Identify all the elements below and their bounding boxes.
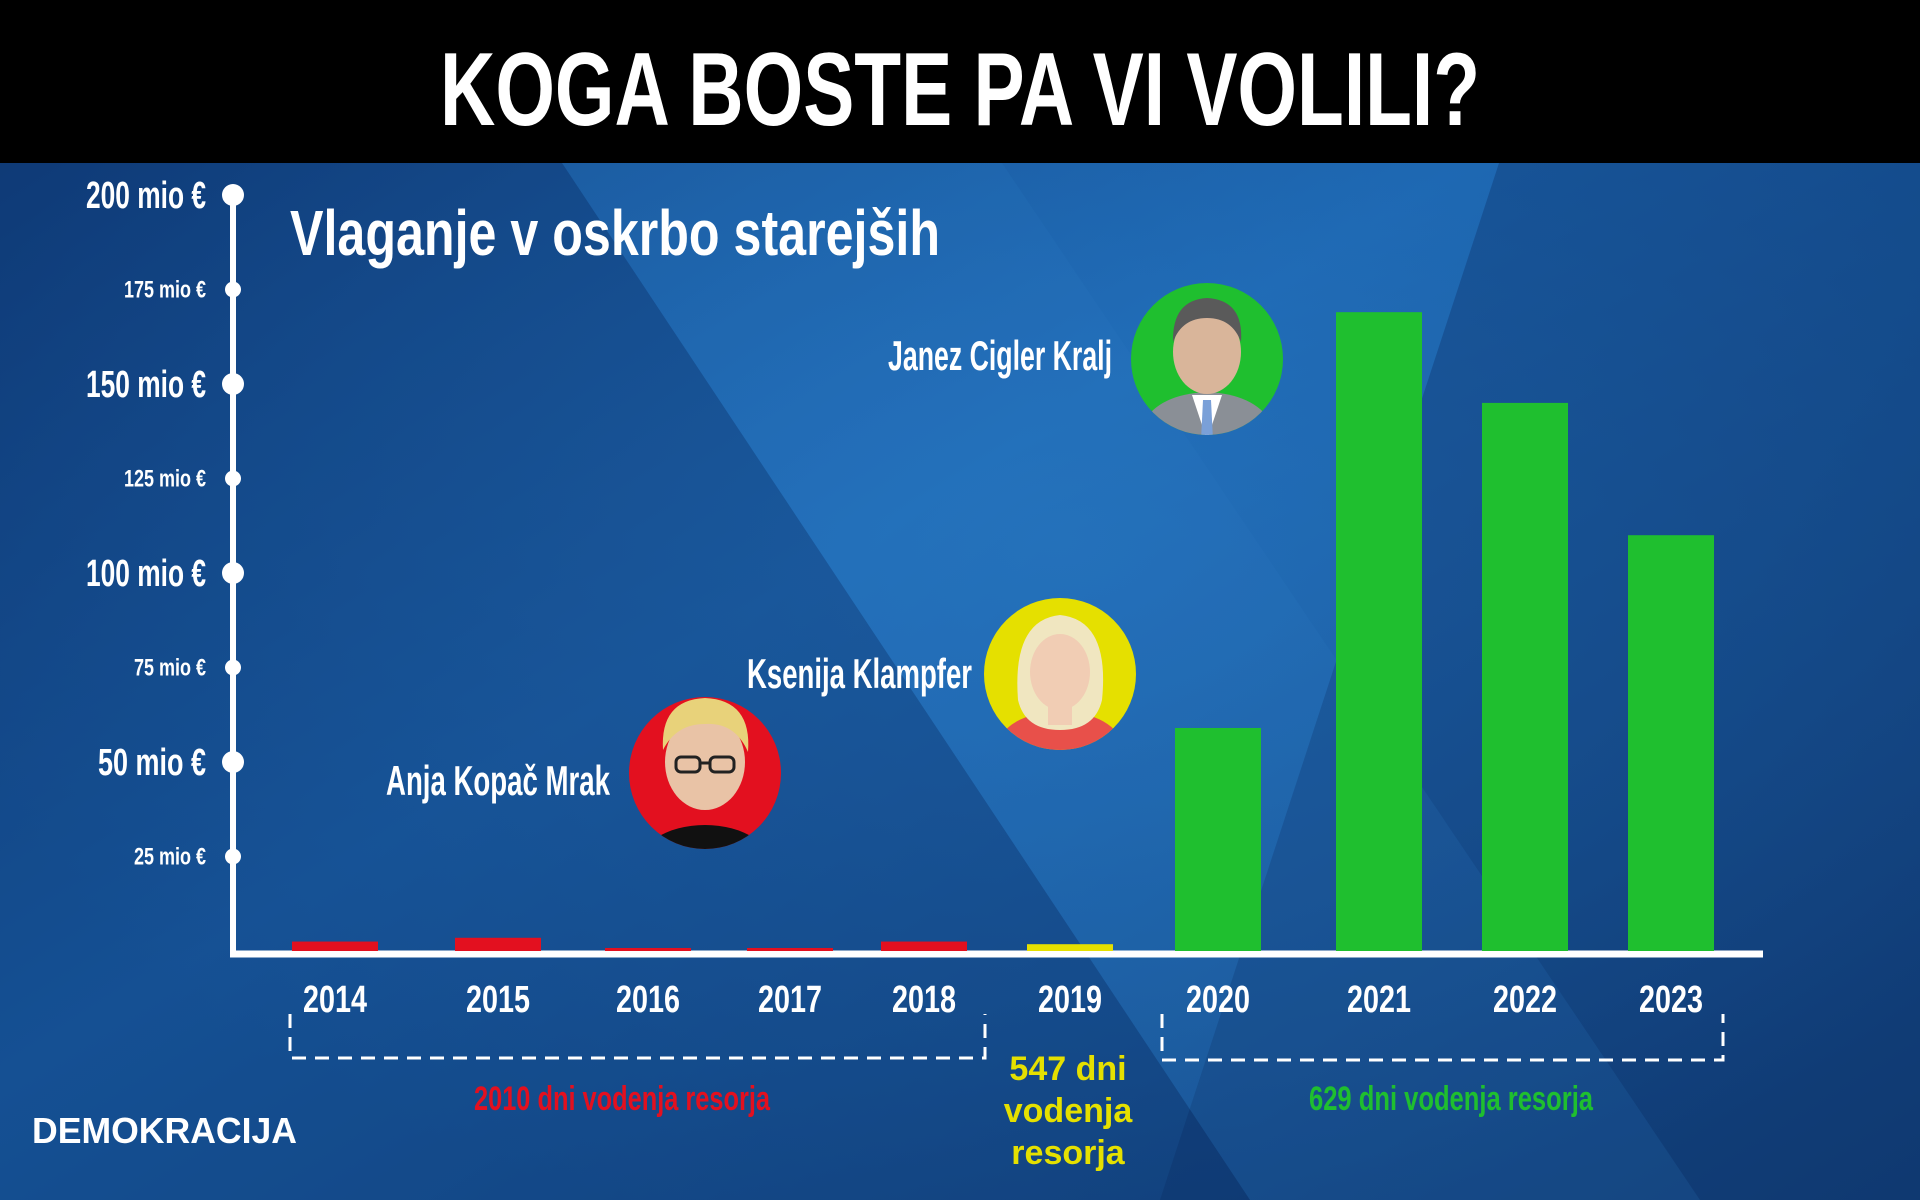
brand-logo: DEMOKRACIJA [32,1110,297,1151]
bar-2017 [747,947,833,951]
bar-2019 [1027,944,1113,951]
term-label-1: 2010 dni vodenja resorja [474,1080,771,1118]
bar-2016 [605,947,691,951]
background-stripe-left [0,160,1250,1200]
x-tick-label-2023: 2023 [1639,979,1703,1021]
y-tick-dot [222,751,244,773]
x-tick-label-2020: 2020 [1186,979,1250,1021]
y-tick-label: 125 mio € [124,466,206,493]
bar-2015 [455,937,541,951]
y-tick-dot [222,184,244,206]
x-tick-labels: 2014 2015 2016 2017 2018 2019 2020 2021 2022 2023 [303,979,1703,1021]
x-tick-label-2014: 2014 [303,979,367,1021]
term-label-2-line-3: resorja [1011,1134,1125,1172]
y-tick-dot [222,373,244,395]
x-tick-label-2021: 2021 [1347,979,1411,1021]
bar-2018 [881,941,967,951]
y-tick-dot [225,848,241,865]
term-label-2-line-2: vodenja [1004,1092,1134,1130]
minister-name-2: Ksenija Klampfer [747,650,972,697]
term-label-3: 629 dni vodenja resorja [1309,1080,1594,1118]
term-label-2-line-1: 547 dni [1009,1050,1126,1088]
y-tick-label: 100 mio € [86,553,206,595]
chart-title: Vlaganje v oskrbo starejših [290,197,940,269]
y-tick-dot [225,281,241,298]
x-tick-label-2017: 2017 [758,979,822,1021]
minister-name-3: Janez Cigler Kralj [888,332,1112,379]
y-tick-label: 200 mio € [86,175,206,217]
minister-portrait-green [1131,283,1283,435]
x-tick-label-2018: 2018 [892,979,956,1021]
y-tick-dot [222,562,244,584]
y-tick-label: 50 mio € [98,742,206,784]
bars [292,312,1714,951]
bar-2023 [1628,535,1714,951]
y-tick-label: 25 mio € [134,844,206,871]
term-bracket-3 [1160,1014,1725,1062]
bar-2020 [1175,727,1261,951]
y-tick-dot [225,659,241,676]
x-tick-label-2022: 2022 [1493,979,1557,1021]
x-tick-label-2015: 2015 [466,979,530,1021]
bar-2021 [1336,312,1422,951]
y-tick-label: 175 mio € [124,277,206,304]
y-tick-dot [225,470,241,487]
term-bracket-1 [288,1014,987,1060]
x-tick-label-2016: 2016 [616,979,680,1021]
y-tick-label: 75 mio € [134,655,206,682]
x-tick-label-2019: 2019 [1038,979,1102,1021]
header-title: KOGA BOSTE PA VI VOLILI? [440,32,1480,148]
bar-2014 [292,941,378,951]
y-tick-label: 150 mio € [86,364,206,406]
minister-portrait-yellow [984,598,1136,750]
header-band [0,0,1920,163]
bar-2022 [1482,402,1568,951]
y-ticks: 25 mio € 50 mio € 75 mio € 100 mio € 125 mio… [86,175,244,871]
minister-name-1: Anja Kopač Mrak [386,757,610,804]
